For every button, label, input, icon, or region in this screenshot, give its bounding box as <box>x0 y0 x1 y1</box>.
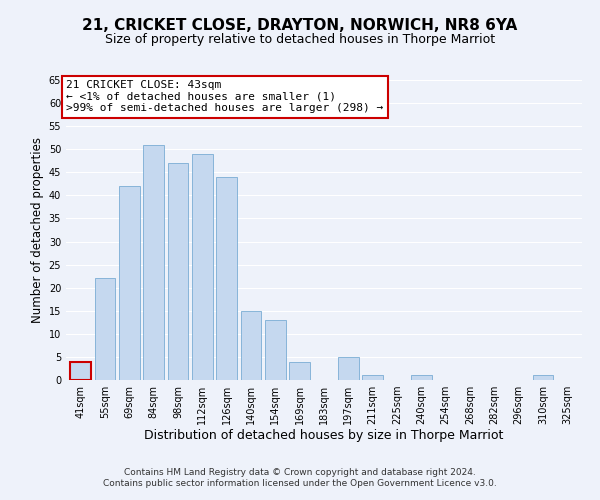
Bar <box>119 186 140 380</box>
Text: Contains HM Land Registry data © Crown copyright and database right 2024.
Contai: Contains HM Land Registry data © Crown c… <box>103 468 497 487</box>
Bar <box>95 278 115 380</box>
Text: Size of property relative to detached houses in Thorpe Marriot: Size of property relative to detached ho… <box>105 32 495 46</box>
Bar <box>265 320 286 380</box>
Bar <box>533 376 553 380</box>
Bar <box>338 357 359 380</box>
Text: 21, CRICKET CLOSE, DRAYTON, NORWICH, NR8 6YA: 21, CRICKET CLOSE, DRAYTON, NORWICH, NR8… <box>82 18 518 32</box>
Text: 21 CRICKET CLOSE: 43sqm
← <1% of detached houses are smaller (1)
>99% of semi-de: 21 CRICKET CLOSE: 43sqm ← <1% of detache… <box>66 80 383 113</box>
Bar <box>289 362 310 380</box>
X-axis label: Distribution of detached houses by size in Thorpe Marriot: Distribution of detached houses by size … <box>145 428 503 442</box>
Bar <box>216 177 237 380</box>
Bar <box>411 376 432 380</box>
Bar <box>192 154 212 380</box>
Bar <box>70 362 91 380</box>
Bar <box>362 376 383 380</box>
Bar <box>167 163 188 380</box>
Bar <box>143 144 164 380</box>
Bar <box>241 311 262 380</box>
Y-axis label: Number of detached properties: Number of detached properties <box>31 137 44 323</box>
